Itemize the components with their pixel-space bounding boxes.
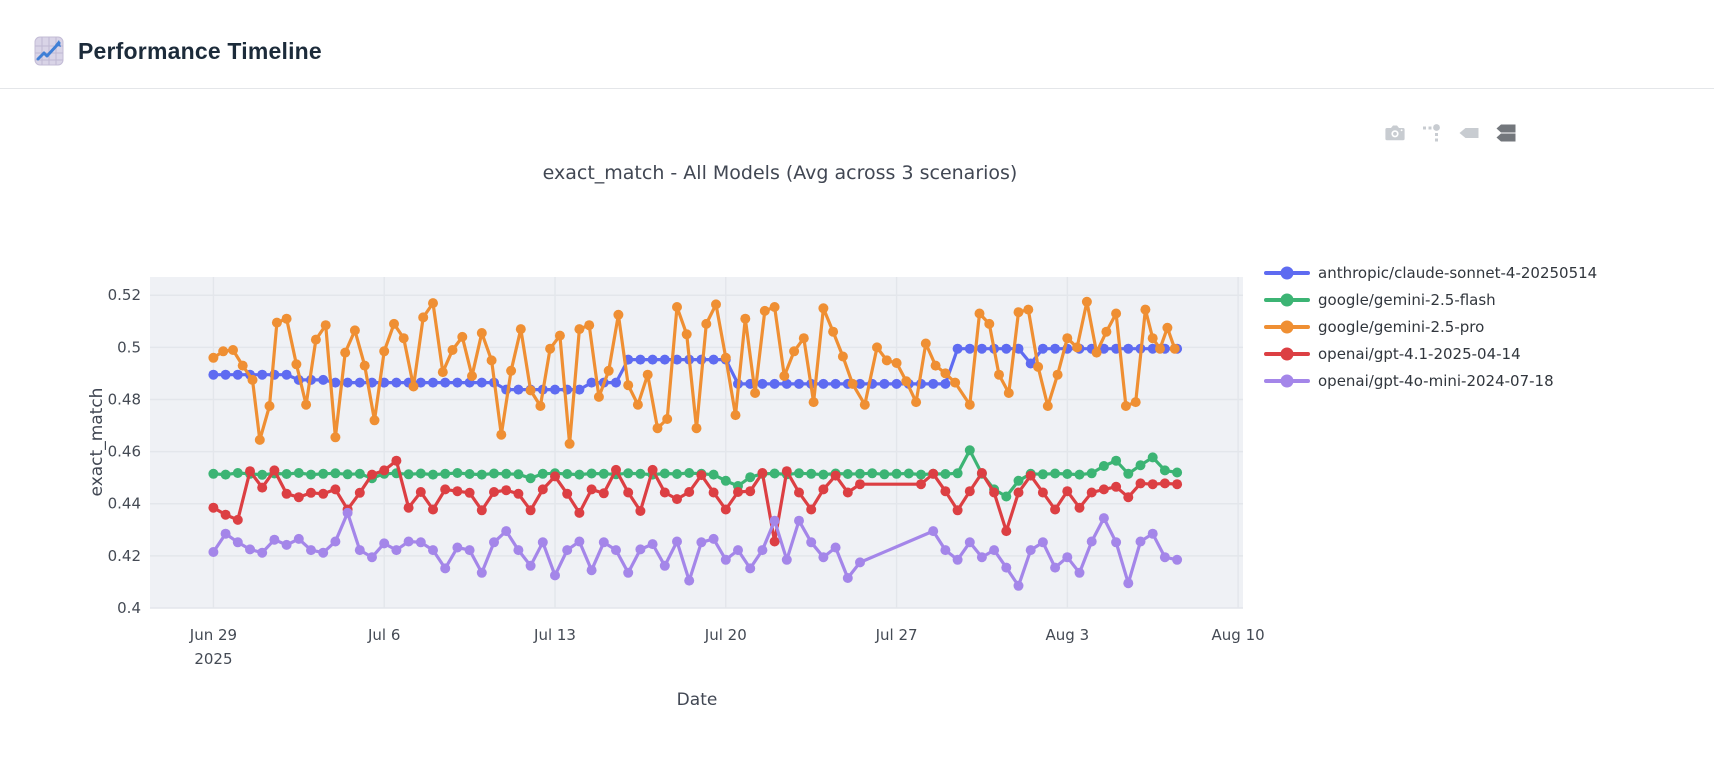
x-axis-title: Date bbox=[676, 690, 718, 710]
plotly-modebar bbox=[1382, 120, 1519, 146]
legend-swatch bbox=[1264, 347, 1310, 361]
y-tick-labels: 0.4 0.42 0.44 0.46 0.48 0.5 0.52 bbox=[108, 286, 141, 617]
legend-swatch bbox=[1264, 320, 1310, 334]
svg-text:Jul 27: Jul 27 bbox=[875, 626, 918, 644]
hover-closest-button[interactable] bbox=[1456, 120, 1482, 146]
legend-item[interactable]: openai/gpt-4.1-2025-04-14 bbox=[1264, 340, 1597, 367]
legend-item[interactable]: google/gemini-2.5-flash bbox=[1264, 286, 1597, 313]
svg-text:0.4: 0.4 bbox=[117, 599, 141, 617]
legend-swatch bbox=[1264, 293, 1310, 307]
chart-increasing-icon bbox=[34, 36, 64, 66]
svg-text:0.46: 0.46 bbox=[108, 443, 141, 461]
series-4 bbox=[208, 507, 1183, 591]
download-png-button[interactable] bbox=[1382, 120, 1408, 146]
page-title: Performance Timeline bbox=[78, 38, 322, 64]
legend-label: openai/gpt-4o-mini-2024-07-18 bbox=[1318, 371, 1554, 390]
svg-text:Jul 6: Jul 6 bbox=[367, 626, 400, 644]
legend-item[interactable]: google/gemini-2.5-pro bbox=[1264, 313, 1597, 340]
spikelines-icon bbox=[1423, 124, 1440, 142]
svg-text:0.5: 0.5 bbox=[117, 338, 141, 356]
toggle-spikelines-button[interactable] bbox=[1419, 120, 1445, 146]
legend-item[interactable]: openai/gpt-4o-mini-2024-07-18 bbox=[1264, 367, 1597, 394]
series-2 bbox=[208, 296, 1180, 449]
svg-text:0.44: 0.44 bbox=[108, 495, 141, 513]
legend-swatch bbox=[1264, 266, 1310, 280]
svg-text:Jul 13: Jul 13 bbox=[533, 626, 576, 644]
svg-text:Aug 10: Aug 10 bbox=[1212, 626, 1265, 644]
svg-text:0.48: 0.48 bbox=[108, 390, 141, 408]
svg-text:Jun 29: Jun 29 bbox=[189, 626, 237, 644]
svg-text:Aug 3: Aug 3 bbox=[1046, 626, 1090, 644]
camera-icon bbox=[1385, 125, 1405, 141]
hover-closest-icon bbox=[1459, 128, 1479, 138]
svg-text:0.52: 0.52 bbox=[108, 286, 141, 304]
chart-legend: anthropic/claude-sonnet-4-20250514 google… bbox=[1264, 259, 1597, 394]
legend-label: google/gemini-2.5-flash bbox=[1318, 290, 1496, 309]
x-tick-labels: Jun 29 2025 Jul 6 Jul 13 Jul 20 Jul 27 Aug 3 Au… bbox=[189, 626, 1265, 668]
legend-label: anthropic/claude-sonnet-4-20250514 bbox=[1318, 263, 1598, 282]
legend-item[interactable]: anthropic/claude-sonnet-4-20250514 bbox=[1264, 259, 1597, 286]
svg-text:0.42: 0.42 bbox=[108, 547, 141, 565]
header-divider bbox=[0, 88, 1714, 89]
chart-title: exact_match - All Models (Avg across 3 s… bbox=[542, 162, 1018, 184]
legend-label: google/gemini-2.5-pro bbox=[1318, 317, 1485, 336]
legend-swatch bbox=[1264, 374, 1310, 388]
svg-text:2025: 2025 bbox=[194, 650, 232, 668]
legend-label: openai/gpt-4.1-2025-04-14 bbox=[1318, 344, 1521, 363]
hover-compare-button[interactable] bbox=[1493, 120, 1519, 146]
svg-text:Jul 20: Jul 20 bbox=[704, 626, 747, 644]
hover-compare-icon bbox=[1496, 124, 1516, 142]
